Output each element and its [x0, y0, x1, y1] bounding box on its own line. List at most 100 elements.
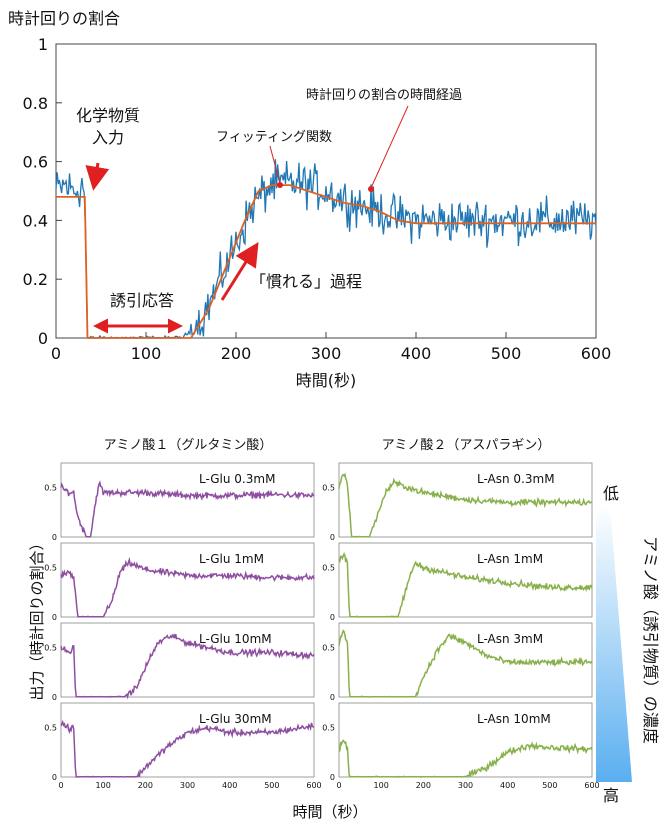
panel-x-tick-label: 100	[96, 781, 111, 790]
panel-series-trace	[338, 552, 593, 618]
panel-series-trace	[60, 719, 315, 778]
top-x-tick-label: 600	[581, 344, 612, 363]
high-label: 高	[603, 786, 619, 805]
top-x-tick-label: 300	[311, 344, 342, 363]
panel-y-tick-label: 0	[330, 773, 335, 782]
adaptation-arrow	[220, 241, 259, 301]
panel-y-tick-label: 0.5	[322, 644, 335, 653]
panel-x-tick-label: 400	[222, 781, 237, 790]
panel-x-tick-label: 600	[306, 781, 321, 790]
top-y-axis-title: 時計回りの割合	[8, 9, 120, 28]
panel-frame	[338, 542, 593, 618]
low-label: 低	[603, 484, 619, 503]
panel-y-tick-label: 0	[330, 533, 335, 542]
panel-y-tick-label: 0	[52, 773, 57, 782]
panel-x-tick-label: 300	[458, 781, 473, 790]
panel-y-tick-label: 0	[52, 533, 57, 542]
top-y-tick-label: 0.6	[23, 153, 48, 172]
top-chart: 時計回りの割合 0 0.2 0.4 0.6 0.8 1 0 100 200 300 400 500 60…	[8, 9, 611, 390]
panel-x-tick-label: 600	[584, 781, 599, 790]
panel-y-tick-label: 0	[52, 613, 57, 622]
top-x-axis-title: 時間(秒)	[296, 371, 357, 390]
bottom-panels: アミノ酸１（グルタミン酸） アミノ酸２（アスパラギン） 0 0.5 L-Glu 0.…	[28, 438, 660, 821]
top-series-noisy-trace	[55, 159, 597, 340]
panel-glu-1: 0 0.5 L-Glu 1mM	[44, 542, 315, 622]
top-x-tick-label: 200	[221, 344, 252, 363]
concentration-wedge	[596, 505, 632, 782]
top-y-tick-label: 1	[38, 35, 48, 54]
asn-column-title: アミノ酸２（アスパラギン）	[382, 438, 551, 453]
stimulus-label-line2: 入力	[92, 128, 124, 147]
panel-asn-1: 0 0.5 L-Asn 1mM	[322, 542, 593, 622]
panel-frame	[60, 462, 315, 538]
stimulus-arrow	[85, 162, 110, 191]
top-y-tick-label: 0.4	[23, 211, 48, 230]
small-panels: 0 0.5 L-Glu 0.3mM 0 0.5 L-Glu 1mM 0 0.5 L-Glu 10…	[44, 462, 600, 790]
panel-concentration-label: L-Glu 0.3mM	[199, 472, 275, 486]
glu-column-title: アミノ酸１（グルタミン酸）	[104, 438, 273, 453]
stimulus-label-line1: 化学物質	[76, 106, 140, 125]
time-course-label: 時計回りの割合の時間経過	[306, 87, 462, 103]
top-series-fit-function	[56, 184, 596, 339]
panel-concentration-label: L-Glu 30mM	[199, 712, 272, 726]
fit-function-label: フィッティング関数	[216, 130, 332, 145]
panel-glu-0: 0 0.5 L-Glu 0.3mM	[44, 462, 315, 542]
panel-y-tick-label: 0	[330, 613, 335, 622]
panel-x-tick-label: 100	[374, 781, 389, 790]
panel-concentration-label: L-Asn 3mM	[477, 632, 543, 646]
panel-asn-0: 0 0.5 L-Asn 0.3mM	[322, 462, 593, 542]
time-course-pointer	[370, 105, 409, 189]
panel-x-tick-label: 200	[138, 781, 153, 790]
panel-frame	[338, 622, 593, 698]
panel-y-tick-label: 0	[52, 693, 57, 702]
panel-y-tick-label: 0.5	[322, 484, 335, 493]
panel-concentration-label: L-Asn 1mM	[477, 552, 543, 566]
panel-glu-2: 0 0.5 L-Glu 10mM	[44, 622, 315, 702]
top-ticks: 0 0.2 0.4 0.6 0.8 1 0 100 200 300 400 500 600	[23, 35, 612, 363]
top-series	[55, 159, 597, 340]
panel-frame	[60, 542, 315, 618]
top-x-tick-label: 500	[491, 344, 522, 363]
panel-x-tick-label: 400	[500, 781, 515, 790]
top-x-tick-label: 100	[131, 344, 162, 363]
fit-function-dot	[277, 182, 283, 188]
panel-y-tick-label: 0.5	[44, 644, 57, 653]
panel-y-tick-label: 0.5	[322, 564, 335, 573]
panel-x-tick-label: 300	[180, 781, 195, 790]
top-x-tick-label: 0	[51, 344, 61, 363]
panel-series-trace	[60, 480, 315, 538]
panel-series-trace	[338, 472, 593, 538]
panel-x-tick-label: 0	[58, 781, 63, 790]
panel-frame	[60, 622, 315, 698]
fit-function-pointer	[269, 145, 281, 185]
panel-frame	[60, 702, 315, 778]
concentration-axis-title: アミノ酸（誘引物質）の濃度	[641, 536, 660, 744]
top-y-tick-label: 0.2	[23, 270, 48, 289]
panel-concentration-label: L-Glu 10mM	[199, 632, 272, 646]
panel-series-trace	[60, 556, 315, 618]
panel-glu-3: 0 0.5 L-Glu 30mM 0 100 200 300 400 500 600	[44, 702, 322, 790]
panel-frame	[338, 702, 593, 778]
panel-series-trace	[338, 629, 593, 698]
panel-y-tick-label: 0.5	[44, 564, 57, 573]
top-x-tick-label: 400	[401, 344, 432, 363]
panel-y-tick-label: 0.5	[322, 724, 335, 733]
top-y-tick-label: 0	[38, 329, 48, 348]
bottom-x-axis-title: 時間（秒）	[292, 803, 367, 821]
panel-series-trace	[338, 739, 593, 778]
panel-x-tick-label: 500	[264, 781, 279, 790]
time-course-dot	[368, 186, 374, 192]
panel-x-tick-label: 0	[336, 781, 341, 790]
panel-concentration-label: L-Asn 0.3mM	[477, 472, 555, 486]
panel-asn-2: 0 0.5 L-Asn 3mM	[322, 622, 593, 702]
panel-x-tick-label: 500	[542, 781, 557, 790]
panel-x-tick-label: 200	[416, 781, 431, 790]
panel-asn-3: 0 0.5 L-Asn 10mM 0 100 200 300 400 500 600	[322, 702, 600, 790]
response-label: 誘引応答	[110, 291, 174, 310]
panel-concentration-label: L-Asn 10mM	[477, 712, 551, 726]
panel-series-trace	[60, 633, 315, 700]
bottom-y-axis-title: 出力（時計回りの割合）	[28, 535, 46, 700]
top-y-tick-label: 0.8	[23, 94, 48, 113]
panel-y-tick-label: 0.5	[44, 724, 57, 733]
